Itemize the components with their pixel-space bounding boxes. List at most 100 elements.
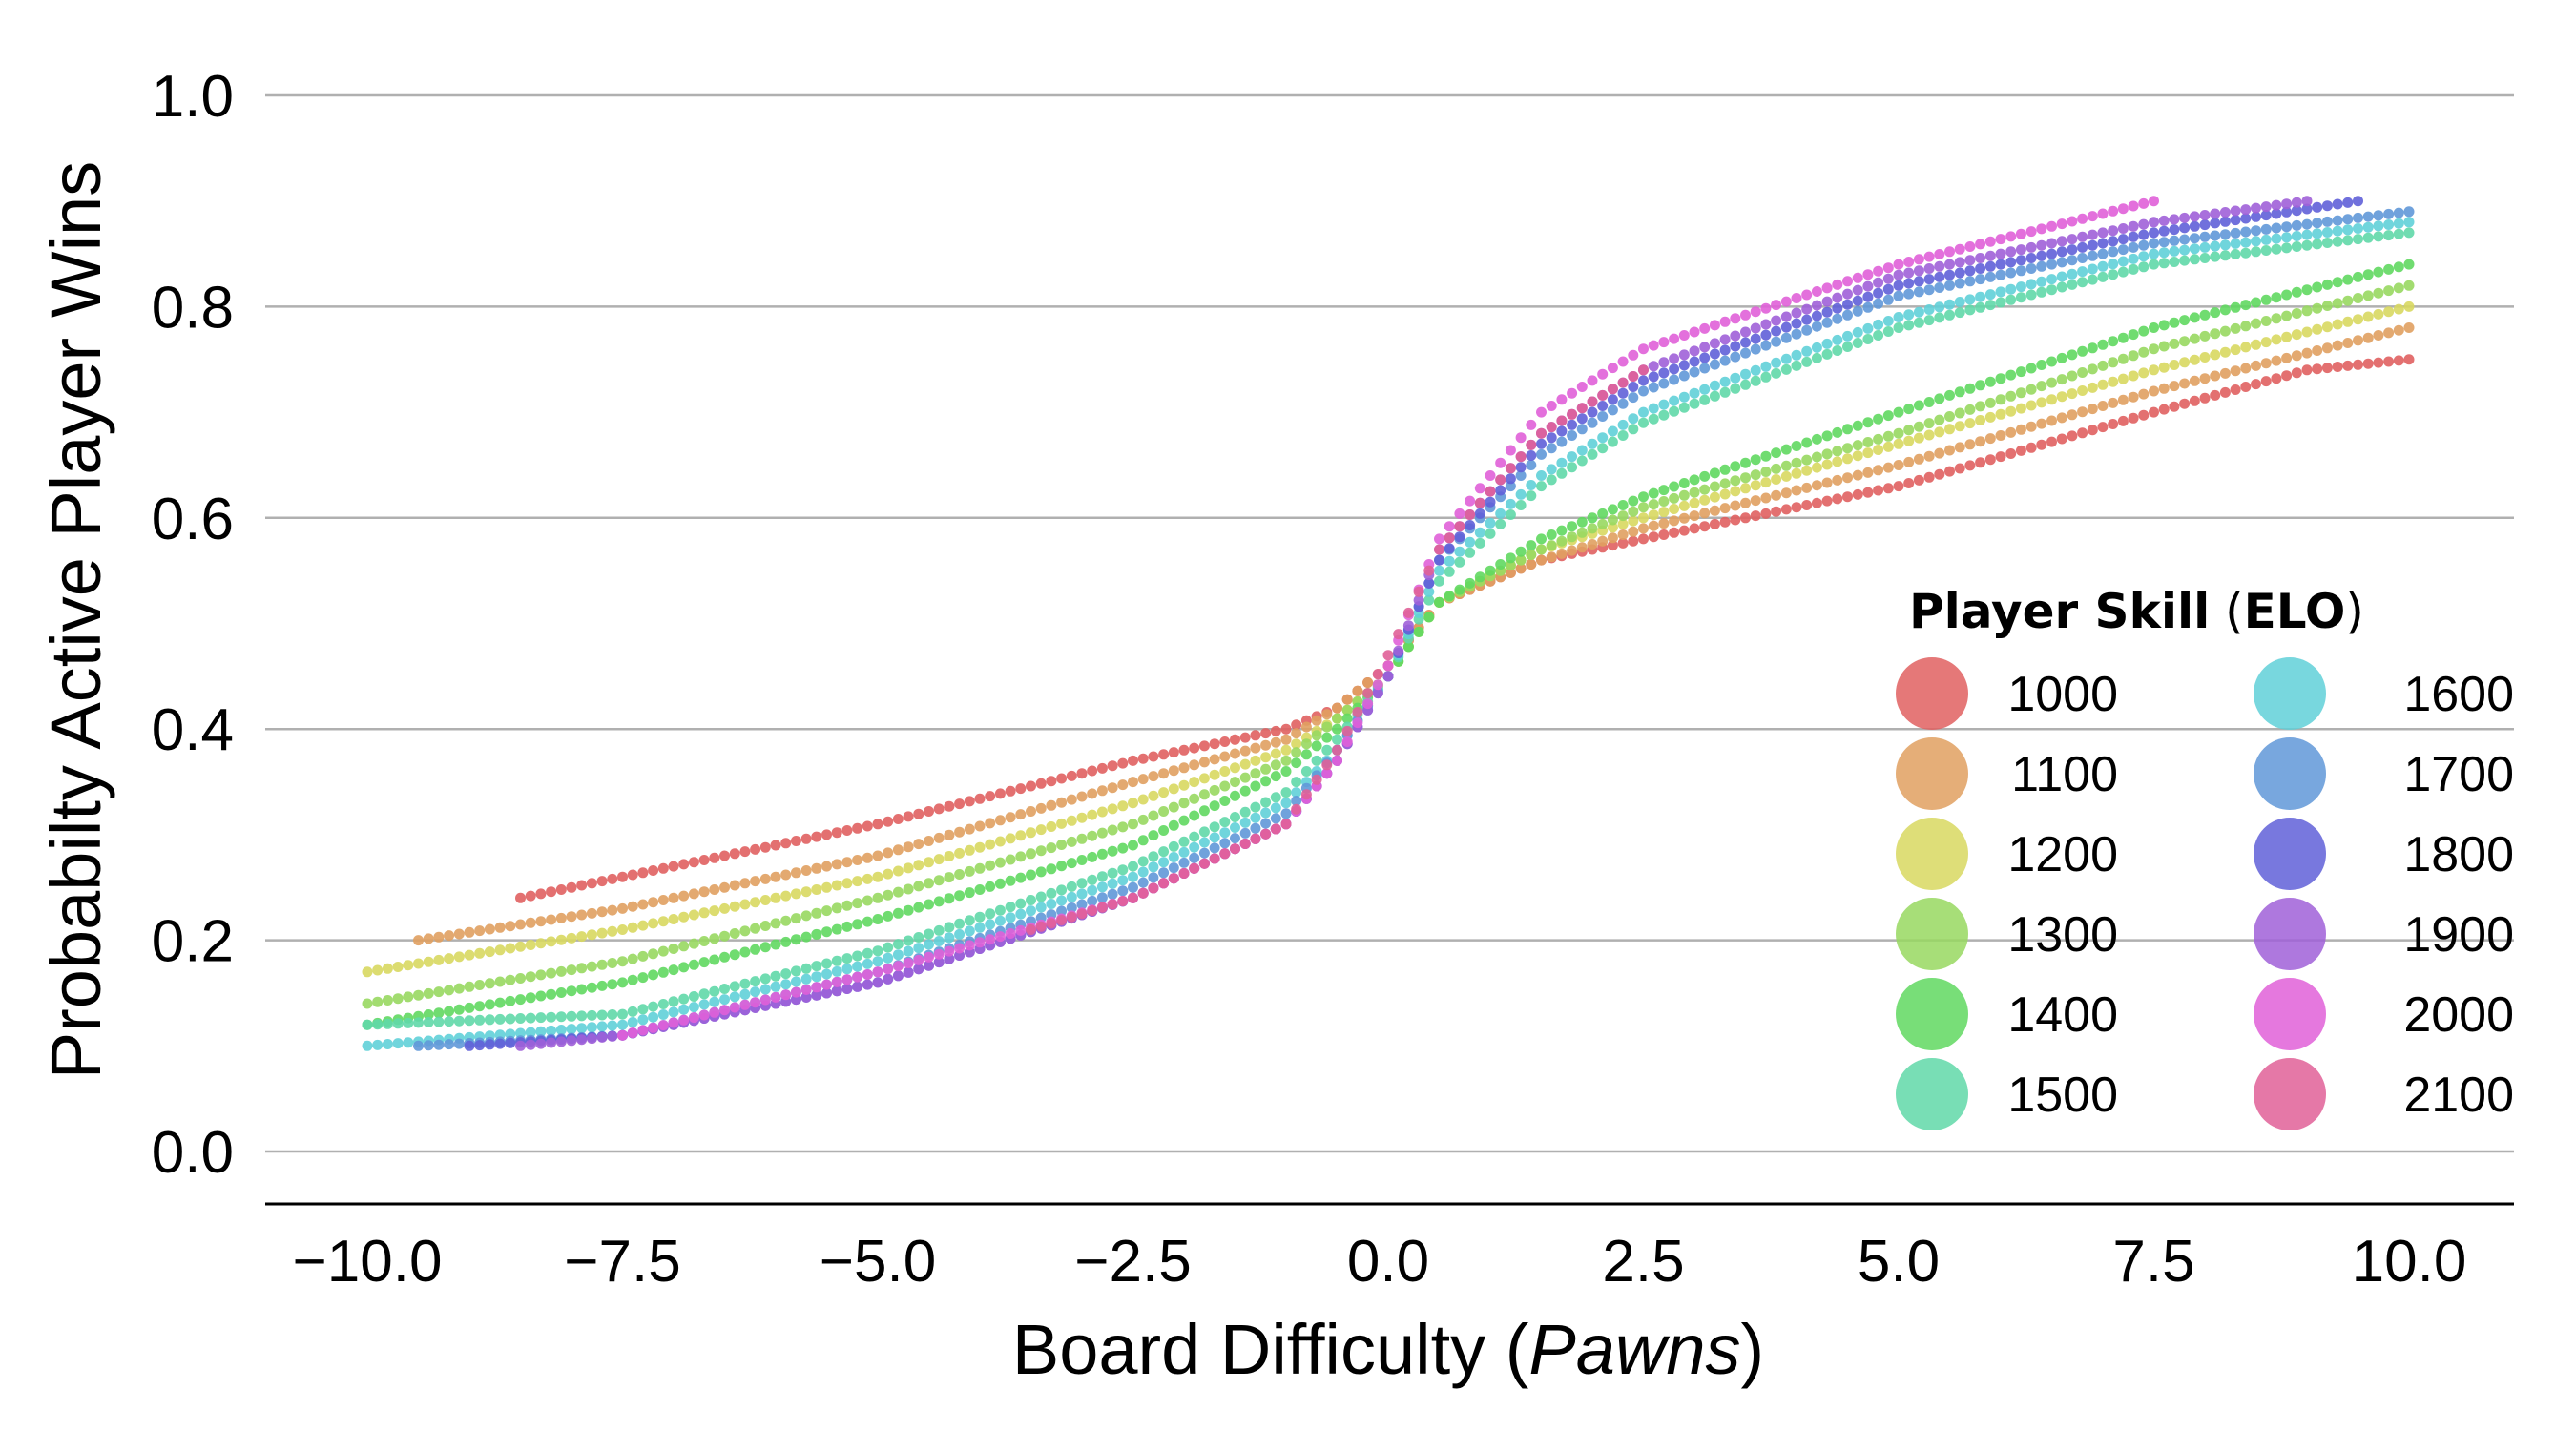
data-point <box>444 1006 455 1017</box>
data-point <box>2067 234 2078 245</box>
data-point <box>800 984 812 995</box>
data-point <box>372 1039 384 1050</box>
data-point <box>2189 375 2200 386</box>
data-point <box>852 822 863 834</box>
data-point <box>1035 891 1047 902</box>
data-point <box>1189 862 1200 874</box>
data-point <box>892 970 904 982</box>
data-point <box>872 977 883 988</box>
data-point <box>2179 244 2191 256</box>
data-point <box>2353 234 2363 245</box>
data-point <box>1832 292 1843 303</box>
data-point <box>872 819 883 830</box>
data-point <box>1321 721 1333 733</box>
data-point <box>586 982 597 993</box>
data-point <box>821 881 832 893</box>
data-point <box>2260 376 2272 387</box>
data-point <box>1270 792 1281 803</box>
data-point <box>1903 435 1915 446</box>
data-point <box>1341 736 1353 747</box>
data-point <box>1567 545 1578 556</box>
data-point <box>2087 263 2098 275</box>
data-point <box>1495 518 1506 529</box>
data-point <box>657 945 669 957</box>
data-point <box>2353 359 2363 370</box>
data-point <box>852 919 863 930</box>
data-point <box>1209 754 1220 765</box>
data-point <box>2362 211 2374 222</box>
data-point <box>1291 803 1302 815</box>
data-point <box>1689 345 1700 357</box>
data-point <box>2373 266 2384 278</box>
legend-item-2000: 2000 <box>2254 978 2514 1050</box>
data-point <box>1434 554 1444 566</box>
data-point <box>2230 215 2241 226</box>
data-point <box>1536 448 1547 460</box>
data-point <box>1882 273 1894 284</box>
data-point <box>2077 367 2088 378</box>
data-point <box>2015 292 2026 303</box>
data-point <box>576 1023 588 1034</box>
data-point <box>750 843 761 855</box>
data-point <box>1628 495 1639 507</box>
data-point <box>423 933 434 944</box>
data-point <box>1730 500 1741 511</box>
data-point <box>1648 487 1659 499</box>
data-point <box>1148 751 1159 762</box>
data-point <box>2332 362 2343 372</box>
data-point <box>1567 462 1578 473</box>
data-point <box>1148 771 1159 782</box>
data-point <box>1005 785 1016 797</box>
data-point <box>770 991 781 1003</box>
data-point <box>668 964 679 976</box>
data-point <box>841 964 853 975</box>
data-point <box>2210 349 2221 361</box>
data-point <box>1035 778 1047 789</box>
data-point <box>2005 257 2017 268</box>
data-point <box>750 997 761 1008</box>
data-point <box>1617 377 1629 388</box>
data-point <box>2342 197 2354 208</box>
data-point <box>2210 370 2221 382</box>
data-point <box>2291 308 2302 319</box>
data-point <box>1485 486 1496 497</box>
data-point <box>2149 196 2159 207</box>
data-point <box>2219 229 2231 240</box>
data-point <box>627 1006 638 1017</box>
data-point <box>1239 817 1251 828</box>
data-point <box>1780 470 1792 482</box>
data-point <box>494 922 506 933</box>
data-point <box>1526 559 1537 570</box>
data-point <box>994 931 1006 943</box>
data-point <box>2158 404 2170 415</box>
data-point <box>1944 411 1955 422</box>
data-point <box>1730 475 1741 487</box>
data-point <box>1362 688 1374 699</box>
data-point <box>2403 217 2415 228</box>
data-point <box>1658 367 1670 379</box>
data-point <box>2230 301 2241 313</box>
data-point <box>985 839 996 850</box>
data-point <box>657 1009 669 1020</box>
data-point <box>555 912 567 923</box>
data-point <box>2199 330 2211 342</box>
data-point <box>1709 505 1720 516</box>
data-point <box>2067 349 2078 361</box>
data-point <box>1515 462 1527 473</box>
data-point <box>2260 316 2272 326</box>
data-point <box>2108 397 2119 408</box>
data-point <box>1005 875 1016 886</box>
data-point <box>2138 346 2150 358</box>
data-point <box>1984 260 1996 272</box>
data-point <box>1107 899 1118 910</box>
data-point <box>2097 227 2109 238</box>
data-point <box>862 979 873 990</box>
data-point <box>1964 276 1976 287</box>
data-point <box>2383 327 2395 339</box>
data-point <box>1760 467 1772 477</box>
data-point <box>433 931 445 943</box>
data-point <box>892 814 904 824</box>
data-point <box>2240 204 2252 216</box>
data-point <box>1638 491 1649 503</box>
data-point <box>2373 287 2384 299</box>
